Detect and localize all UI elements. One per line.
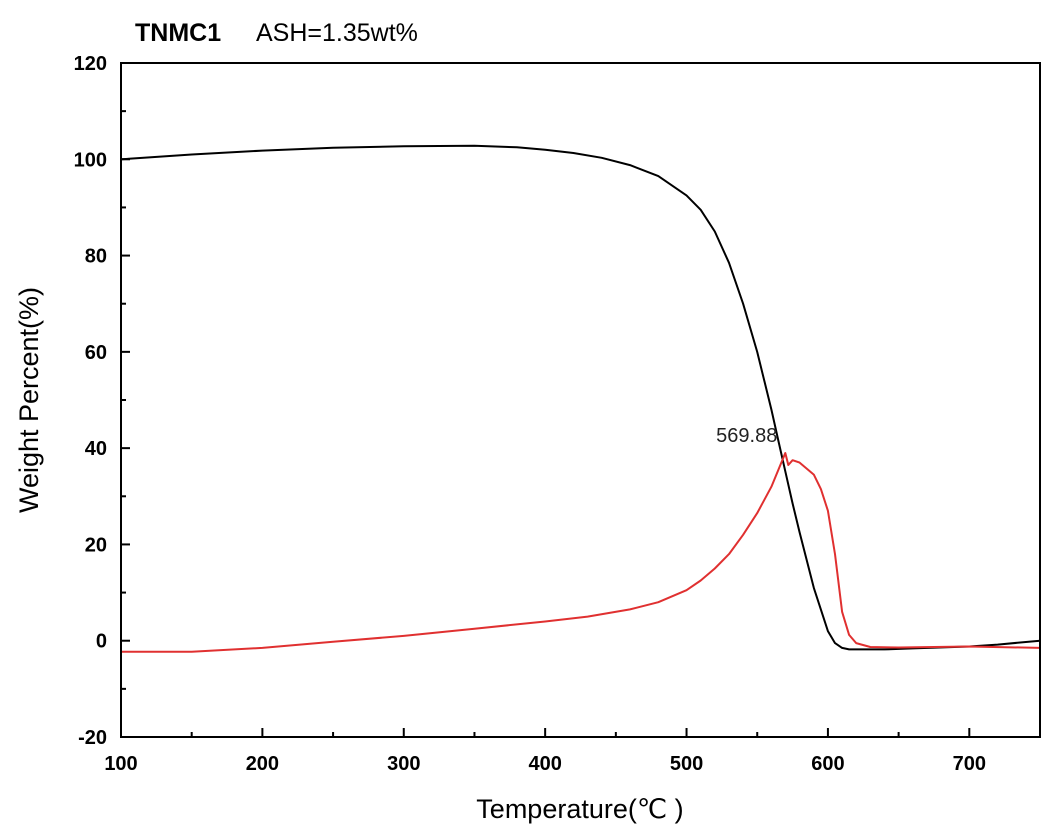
y-axis: -20 0 20 40 60 80 100 120 — [74, 53, 130, 749]
x-tick-label: 100 — [104, 753, 137, 775]
series-line-2 — [121, 452, 1041, 653]
y-axis-label: Weight Percent(%) — [14, 287, 44, 513]
y-tick-label: 60 — [85, 342, 107, 364]
y-tick-label: 40 — [85, 438, 107, 460]
x-tick-label: 200 — [246, 753, 279, 775]
y-tick-label: 80 — [85, 246, 107, 268]
peak-annotation: 569.88 — [716, 425, 777, 447]
plot-frame — [120, 62, 1041, 738]
x-tick-label: 300 — [387, 753, 420, 775]
x-tick-label: 600 — [811, 753, 844, 775]
y-tick-label: 120 — [74, 53, 107, 75]
plot-area: 569.88 — [120, 144, 1041, 653]
y-tick-label: -20 — [78, 727, 107, 749]
x-axis-label: Temperature(℃ ) — [476, 794, 683, 824]
y-tick-label: 100 — [74, 149, 107, 171]
chart-subtitle: ASH=1.35wt% — [256, 19, 418, 47]
x-tick-label: 700 — [953, 753, 986, 775]
y-tick-label: 0 — [96, 631, 107, 653]
chart-title: TNMC1 — [135, 19, 221, 47]
x-tick-label: 400 — [528, 753, 561, 775]
series-line-1 — [120, 144, 1041, 651]
x-tick-label: 500 — [670, 753, 703, 775]
x-axis: 100 200 300 400 500 600 700 — [104, 728, 1041, 775]
y-tick-label: 20 — [85, 534, 107, 556]
